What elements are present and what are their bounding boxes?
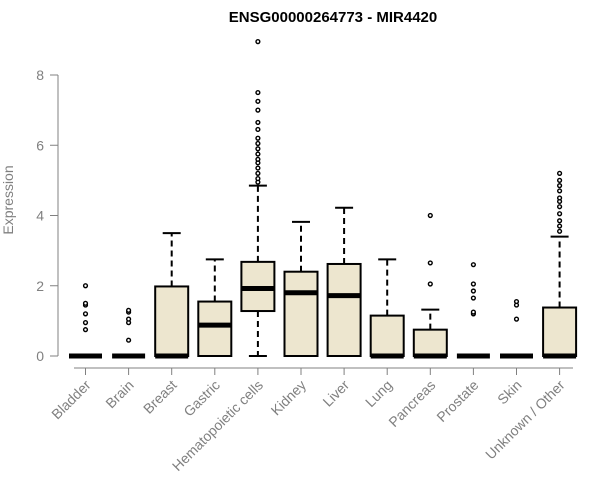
outlier-point xyxy=(255,146,261,152)
y-tick-label: 6 xyxy=(36,137,44,153)
outlier-point xyxy=(255,126,261,133)
outlier-point xyxy=(470,281,476,287)
box-kidney xyxy=(283,220,319,358)
outlier-point xyxy=(82,320,89,326)
box-prostate xyxy=(456,262,490,359)
outlier-point xyxy=(126,337,132,343)
x-tick-label: Lung xyxy=(362,377,395,410)
x-tick-label: Brain xyxy=(102,377,136,411)
outlier-point xyxy=(470,295,476,301)
x-tick-label: Kidney xyxy=(268,377,310,419)
outlier-point xyxy=(255,119,261,126)
outlier-point xyxy=(255,156,261,162)
outlier-point xyxy=(126,316,132,322)
outlier-point xyxy=(427,260,433,266)
outlier-point xyxy=(470,288,476,294)
box-brain xyxy=(112,307,146,359)
box-breast xyxy=(154,232,190,359)
outlier-point xyxy=(513,298,520,305)
y-axis-ticks: 0 2 4 6 8 xyxy=(36,67,58,364)
y-tick-label: 0 xyxy=(36,348,44,364)
outlier-point xyxy=(255,98,261,104)
outlier-point xyxy=(470,262,476,268)
box-iqr xyxy=(412,328,448,357)
outlier-point xyxy=(556,204,563,210)
outlier-point xyxy=(255,170,261,176)
outlier-point xyxy=(513,316,520,322)
outlier-point xyxy=(126,307,132,313)
y-tick-label: 4 xyxy=(36,208,44,224)
x-tick-label: Gastric xyxy=(180,377,223,420)
x-tick-label: Bladder xyxy=(48,377,94,423)
outlier-point xyxy=(255,135,261,141)
outlier-point xyxy=(556,170,563,176)
box-skin xyxy=(500,298,533,359)
box-iqr xyxy=(154,285,190,358)
box-hematopoietic-cells xyxy=(240,39,276,357)
chart-title: ENSG00000264773 - MIR4420 xyxy=(229,9,437,26)
y-tick-label: 2 xyxy=(36,278,44,294)
box-unknown-other xyxy=(542,170,578,359)
y-axis-label: Expression xyxy=(0,165,16,234)
outlier-point xyxy=(556,218,563,224)
box-iqr xyxy=(326,262,362,357)
x-tick-label: Liver xyxy=(319,377,352,410)
outlier-point xyxy=(255,151,261,157)
box-gastric xyxy=(197,258,233,357)
y-tick-label: 8 xyxy=(36,67,44,83)
outlier-point xyxy=(470,309,476,315)
box-iqr xyxy=(283,270,319,358)
outlier-point xyxy=(255,89,261,96)
boxes-group xyxy=(69,39,578,359)
box-lung xyxy=(369,258,405,359)
box-pancreas xyxy=(412,212,448,359)
outlier-point xyxy=(82,283,89,289)
outlier-point xyxy=(556,177,563,183)
outlier-point xyxy=(255,176,261,182)
box-iqr xyxy=(197,300,233,357)
outlier-point xyxy=(255,165,261,171)
outlier-point xyxy=(255,39,261,45)
outlier-point xyxy=(255,140,261,147)
x-tick-label: Unknown / Other xyxy=(482,377,568,463)
x-tick-label: Breast xyxy=(140,377,180,417)
outlier-point xyxy=(556,183,563,189)
x-tick-label: Prostate xyxy=(433,377,481,425)
x-tick-label: Pancreas xyxy=(385,377,438,430)
outlier-point xyxy=(82,300,89,306)
outlier-point xyxy=(427,212,433,219)
box-bladder xyxy=(69,283,102,359)
outlier-point xyxy=(556,223,563,229)
outlier-point xyxy=(255,107,261,113)
outlier-point xyxy=(82,327,89,333)
outlier-point xyxy=(427,281,433,287)
box-iqr xyxy=(542,306,578,357)
outlier-point xyxy=(556,188,563,194)
outlier-point xyxy=(556,211,563,217)
box-iqr xyxy=(369,314,405,358)
outlier-point xyxy=(556,228,563,234)
box-liver xyxy=(326,206,362,357)
outlier-point xyxy=(82,311,89,317)
outlier-point xyxy=(556,195,563,201)
x-tick-label: Skin xyxy=(494,377,525,408)
